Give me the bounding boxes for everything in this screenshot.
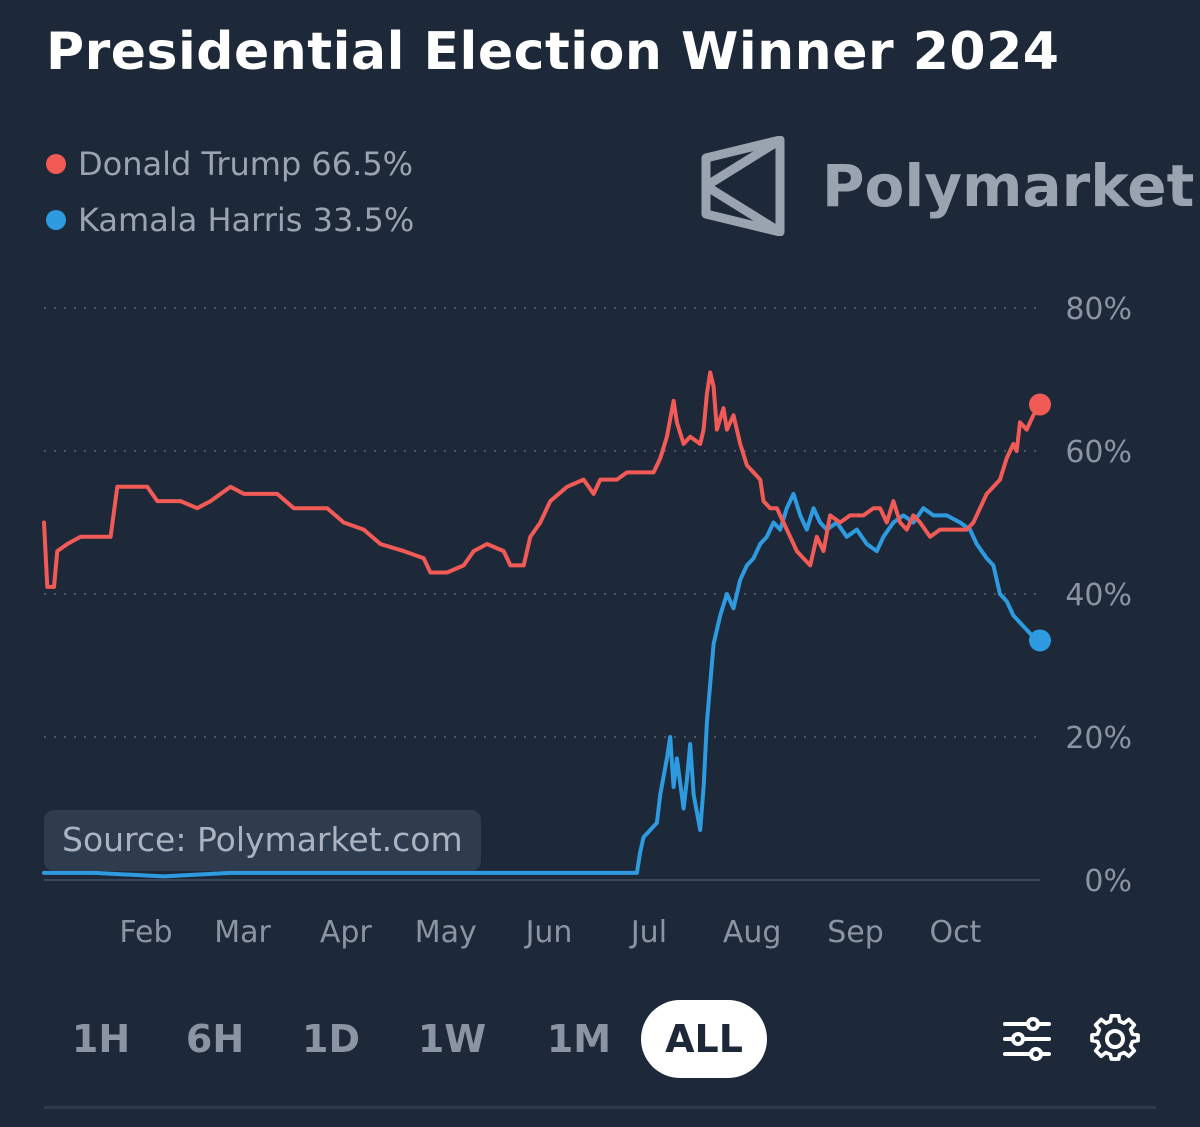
- range-button-1w[interactable]: 1W: [417, 1017, 487, 1061]
- chart-title: Presidential Election Winner 2024: [46, 22, 1060, 82]
- y-tick-label: 40%: [1065, 578, 1132, 613]
- legend: Donald Trump 66.5% Kamala Harris 33.5%: [46, 136, 414, 248]
- x-axis: Feb Mar Apr May Jun Jul Aug Sep Oct: [119, 915, 981, 950]
- legend-item-trump: Donald Trump 66.5%: [46, 136, 414, 192]
- series-line-harris: [42, 491, 1042, 879]
- series-line-trump: [42, 370, 1042, 589]
- brand: Polymarket: [700, 136, 1194, 236]
- legend-dot-trump-icon: [46, 154, 66, 174]
- range-button-1h[interactable]: 1H: [71, 1017, 131, 1061]
- y-tick-label: 0%: [1084, 864, 1132, 899]
- sliders-icon[interactable]: [1002, 1016, 1052, 1062]
- y-tick-label: 80%: [1065, 292, 1132, 327]
- series-end-point-harris: [1029, 629, 1051, 652]
- polymarket-logo-icon: [701, 136, 785, 236]
- x-tick-label: Aug: [723, 915, 782, 950]
- toolbar: 1H 6H 1D 1W 1M ALL: [0, 1000, 1200, 1080]
- range-button-all[interactable]: ALL: [641, 1000, 767, 1078]
- legend-name-harris: Kamala Harris: [78, 201, 303, 239]
- gear-icon[interactable]: [1090, 1014, 1140, 1064]
- x-tick-label: May: [415, 915, 477, 950]
- x-tick-label: Oct: [929, 915, 981, 950]
- range-button-1m[interactable]: 1M: [546, 1017, 612, 1061]
- legend-dot-harris-icon: [46, 210, 66, 230]
- y-tick-label: 60%: [1065, 435, 1132, 470]
- legend-value-harris: 33.5%: [312, 201, 415, 239]
- series-end-point-trump: [1029, 393, 1051, 416]
- x-tick-label: Jun: [524, 915, 573, 950]
- x-tick-label: Feb: [119, 915, 172, 950]
- x-tick-label: Apr: [320, 915, 373, 950]
- grid: [44, 307, 1040, 881]
- y-axis: 0% 20% 40% 60% 80%: [1065, 292, 1132, 899]
- legend-name-trump: Donald Trump: [78, 145, 302, 183]
- y-tick-label: 20%: [1065, 721, 1132, 756]
- source-label: Source: Polymarket.com: [44, 810, 481, 871]
- x-tick-label: Mar: [214, 915, 271, 950]
- bottom-divider: [44, 1106, 1156, 1109]
- series: [42, 370, 1051, 879]
- legend-value-trump: 66.5%: [311, 145, 414, 183]
- x-tick-label: Sep: [827, 915, 884, 950]
- range-button-6h[interactable]: 6H: [185, 1017, 245, 1061]
- range-button-1d[interactable]: 1D: [302, 1017, 360, 1061]
- brand-name: Polymarket: [822, 152, 1195, 220]
- line-chart: 0% 20% 40% 60% 80% Feb Mar Apr May Jun Jul Aug Sep O…: [42, 292, 1132, 950]
- legend-item-harris: Kamala Harris 33.5%: [46, 192, 414, 248]
- x-tick-label: Jul: [629, 915, 667, 950]
